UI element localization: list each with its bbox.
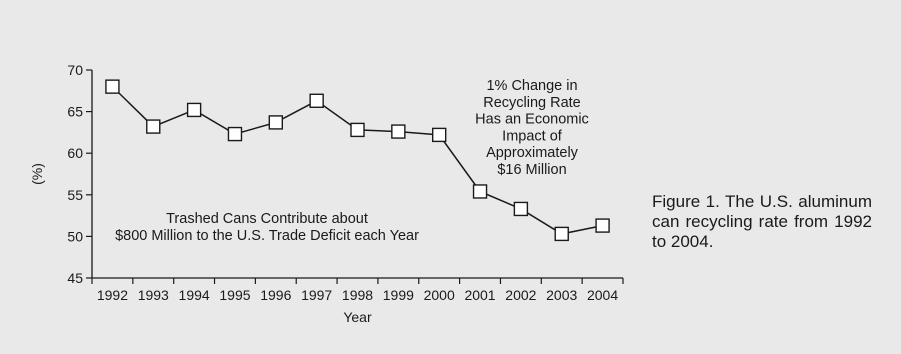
x-tick-label: 2000 bbox=[424, 287, 455, 303]
x-tick-label: 1995 bbox=[219, 287, 250, 303]
x-tick-label: 2004 bbox=[587, 287, 618, 303]
x-tick-label: 1998 bbox=[342, 287, 373, 303]
data-point-2004 bbox=[595, 218, 610, 233]
data-point-1994 bbox=[186, 102, 202, 118]
data-point-1992 bbox=[105, 79, 120, 94]
data-point-1996 bbox=[268, 115, 284, 130]
trade-deficit-note: Trashed Cans Contribute about $800 Millio… bbox=[115, 211, 419, 244]
figure: 45 50 55 60 65 70 1992 1993 1994 1995 1996 1997 199… bbox=[12, 12, 889, 342]
data-point-2000 bbox=[431, 127, 447, 143]
x-axis-title: Year bbox=[343, 309, 372, 325]
chart-annotations: 1% Change in Recycling Rate Has an Economi… bbox=[115, 78, 589, 244]
figure-caption: Figure 1. The U.S. aluminum can recyclin… bbox=[652, 192, 872, 251]
data-point-1993 bbox=[146, 119, 161, 134]
x-tick-label: 1996 bbox=[260, 287, 291, 303]
data-point-2002 bbox=[513, 201, 529, 217]
data-point-2003 bbox=[554, 226, 569, 242]
data-point-1999 bbox=[391, 124, 406, 139]
x-tick-label: 1994 bbox=[179, 287, 210, 303]
data-point-2001 bbox=[472, 184, 488, 199]
y-tick-label: 65 bbox=[67, 104, 83, 120]
x-tick-label: 2003 bbox=[546, 287, 577, 303]
data-point-1998 bbox=[350, 122, 365, 138]
y-tick-label: 70 bbox=[67, 62, 83, 78]
x-tick-label: 2002 bbox=[505, 287, 536, 303]
x-axis-ticks: 1992 1993 1994 1995 1996 1997 1998 1999 2000 2001… bbox=[91, 278, 624, 303]
x-tick-label: 2001 bbox=[464, 287, 495, 303]
data-point-1995 bbox=[227, 126, 243, 142]
x-tick-label: 1997 bbox=[301, 287, 332, 303]
y-axis-ticks: 45 50 55 60 65 70 bbox=[67, 62, 92, 286]
y-tick-label: 45 bbox=[67, 270, 83, 286]
y-tick-label: 50 bbox=[67, 228, 83, 244]
series-recycling-rate bbox=[105, 79, 610, 242]
x-tick-label: 1992 bbox=[97, 287, 128, 303]
data-point-1997 bbox=[309, 93, 324, 108]
economic-impact-note: 1% Change in Recycling Rate Has an Economi… bbox=[475, 78, 589, 178]
y-tick-label: 60 bbox=[67, 145, 83, 161]
x-tick-label: 1999 bbox=[383, 287, 414, 303]
y-axis-title: (%) bbox=[29, 163, 45, 185]
chart-axes bbox=[91, 70, 623, 279]
x-tick-label: 1993 bbox=[138, 287, 169, 303]
y-tick-label: 55 bbox=[67, 187, 83, 203]
